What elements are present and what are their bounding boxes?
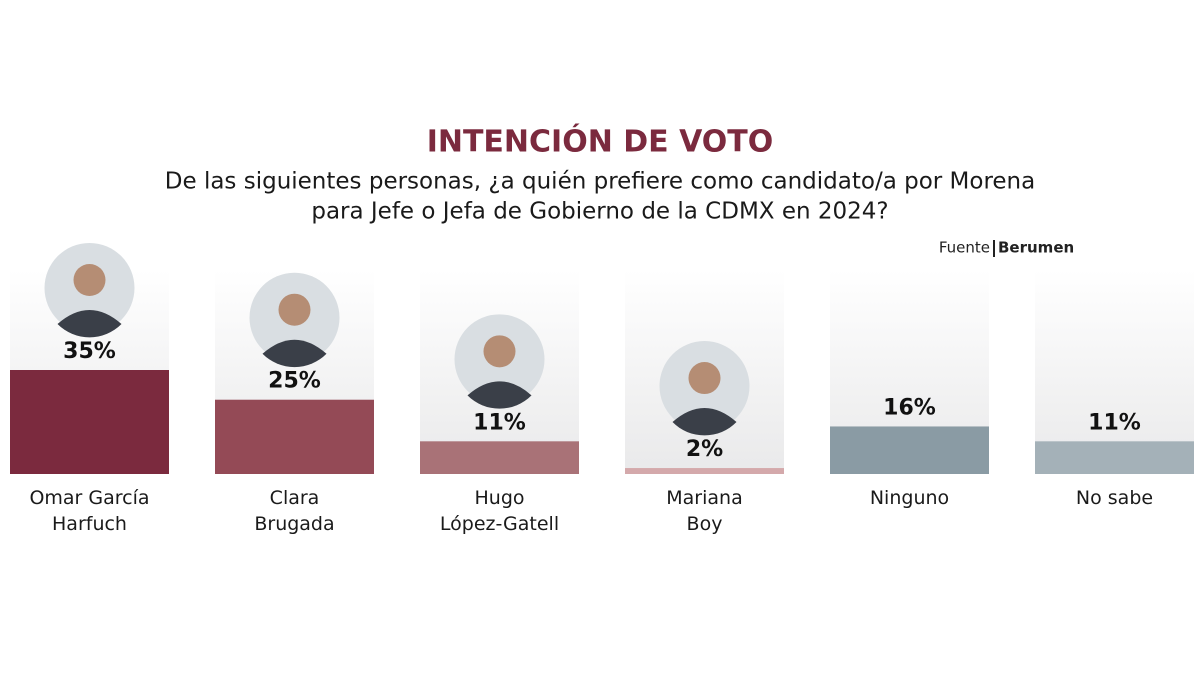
photo-head xyxy=(483,335,516,368)
bar xyxy=(10,370,169,474)
value-label: 16% xyxy=(883,395,936,420)
category-label: Omar García Harfuch xyxy=(29,487,149,535)
subtitle: para Jefe o Jefa de Gobierno de la CDMX … xyxy=(311,199,888,225)
bar xyxy=(215,399,374,474)
category-label: Clara Brugada xyxy=(254,487,334,535)
value-label: 11% xyxy=(473,410,526,435)
category-label: Ninguno xyxy=(870,487,949,509)
value-label: 11% xyxy=(1088,410,1141,435)
value-label: 2% xyxy=(686,437,723,462)
photo-body xyxy=(672,408,737,436)
subtitle: De las siguientes personas, ¿a quién pre… xyxy=(165,169,1035,195)
photo-head xyxy=(73,264,106,296)
category-label: No sabe xyxy=(1076,487,1153,509)
category-label: Hugo López-Gatell xyxy=(440,487,559,535)
source-name: Berumen xyxy=(998,239,1074,257)
source-label: Fuente xyxy=(939,239,990,257)
photo-body xyxy=(467,381,532,409)
value-label: 25% xyxy=(268,369,321,394)
photo-head xyxy=(688,362,721,395)
category-label: Mariana Boy xyxy=(666,487,742,535)
bar xyxy=(625,468,784,474)
bar xyxy=(1035,441,1194,474)
bar xyxy=(830,426,989,474)
value-label: 35% xyxy=(63,339,116,364)
column-panel xyxy=(1035,270,1194,474)
bar xyxy=(420,441,579,474)
photo-body xyxy=(57,310,122,338)
photo-head xyxy=(278,293,311,326)
chart-title: INTENCIÓN DE VOTO xyxy=(427,123,774,160)
photo-body xyxy=(262,339,327,368)
